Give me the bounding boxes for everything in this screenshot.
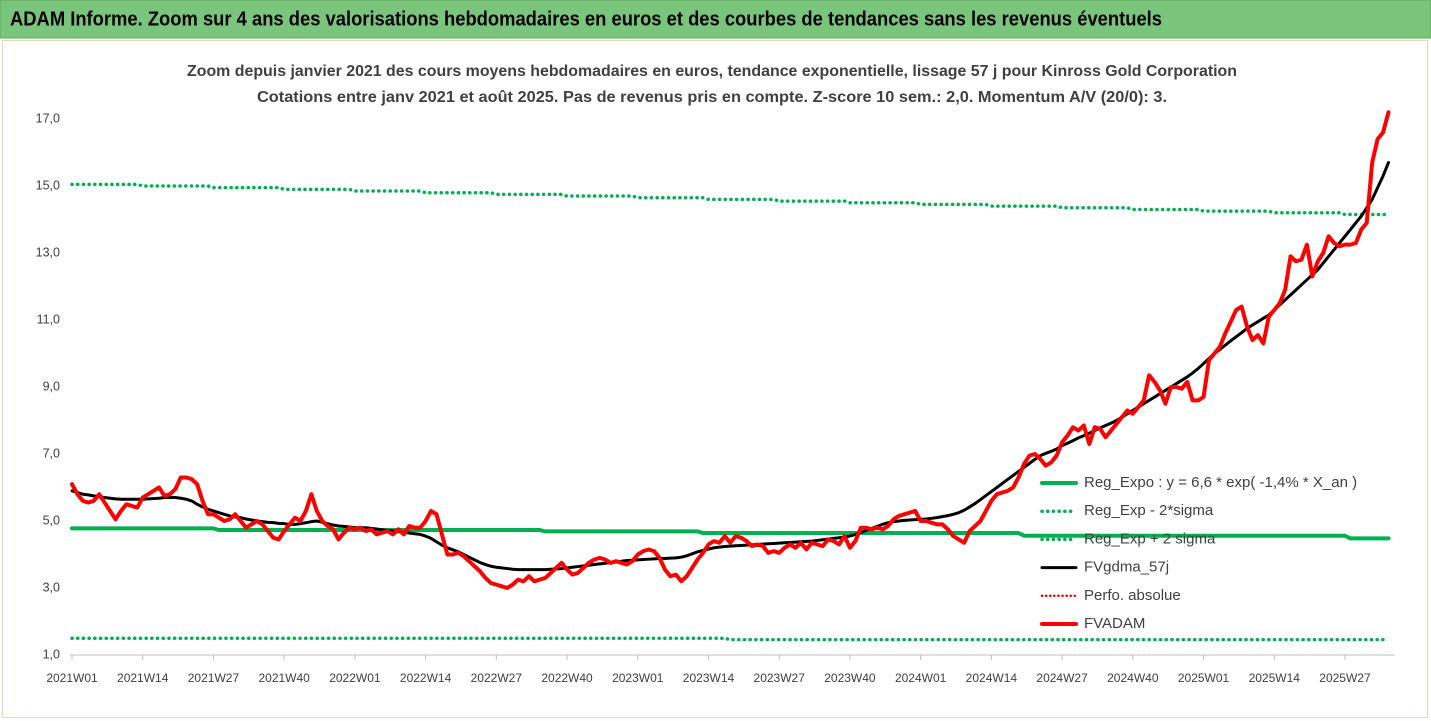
y-tick-label: 9,0 [43, 379, 60, 393]
x-tick-label: 2022W27 [471, 671, 523, 685]
x-tick-label: 2024W40 [1107, 671, 1159, 685]
x-tick-label: 2023W01 [612, 671, 664, 685]
x-tick-label: 2025W14 [1249, 671, 1301, 685]
y-tick-label: 13,0 [36, 245, 60, 259]
y-tick-label: 11,0 [37, 312, 60, 326]
legend-label: Perfo. absolue [1084, 587, 1181, 604]
x-tick-label: 2024W27 [1036, 671, 1088, 685]
x-tick-label: 2023W27 [754, 671, 806, 685]
chart-subtitle: Cotations entre janv 2021 et août 2025. … [257, 89, 1167, 106]
chart-border [2, 40, 1428, 718]
y-tick-label: 17,0 [36, 111, 60, 125]
y-tick-label: 7,0 [43, 446, 60, 460]
legend-label: Reg_Expo : y = 6,6 * exp( -1,4% * X_an ) [1084, 474, 1357, 491]
y-tick-label: 1,0 [43, 647, 60, 661]
header-bar [0, 0, 1431, 39]
x-tick-label: 2024W14 [966, 671, 1018, 685]
x-tick-label: 2025W27 [1319, 671, 1371, 685]
chart-title: Zoom depuis janvier 2021 des cours moyen… [187, 63, 1237, 80]
x-tick-label: 2022W01 [329, 671, 381, 685]
x-tick-label: 2024W01 [895, 671, 947, 685]
legend-label: FVADAM [1084, 615, 1145, 632]
legend-label: FVgdma_57j [1084, 559, 1169, 576]
y-tick-label: 15,0 [36, 178, 60, 192]
legend-label: Reg_Exp - 2*sigma [1084, 502, 1214, 519]
y-tick-label: 3,0 [43, 580, 60, 594]
x-tick-label: 2021W01 [46, 671, 98, 685]
x-tick-label: 2022W40 [541, 671, 593, 685]
series-line [70, 110, 1391, 590]
header-title: ADAM Informe. Zoom sur 4 ans des valoris… [10, 8, 1162, 30]
series-line [70, 636, 1391, 642]
y-tick-label: 5,0 [43, 513, 60, 527]
x-tick-label: 2021W40 [258, 671, 310, 685]
legend-label: Reg_Exp + 2 sigma [1084, 530, 1216, 547]
x-tick-label: 2025W01 [1178, 671, 1230, 685]
series-line [70, 526, 1391, 541]
x-tick-label: 2021W27 [188, 671, 240, 685]
x-tick-label: 2021W14 [117, 671, 169, 685]
x-tick-label: 2023W14 [683, 671, 735, 685]
series-line [70, 182, 1391, 217]
x-tick-label: 2022W14 [400, 671, 452, 685]
x-tick-label: 2023W40 [824, 671, 876, 685]
